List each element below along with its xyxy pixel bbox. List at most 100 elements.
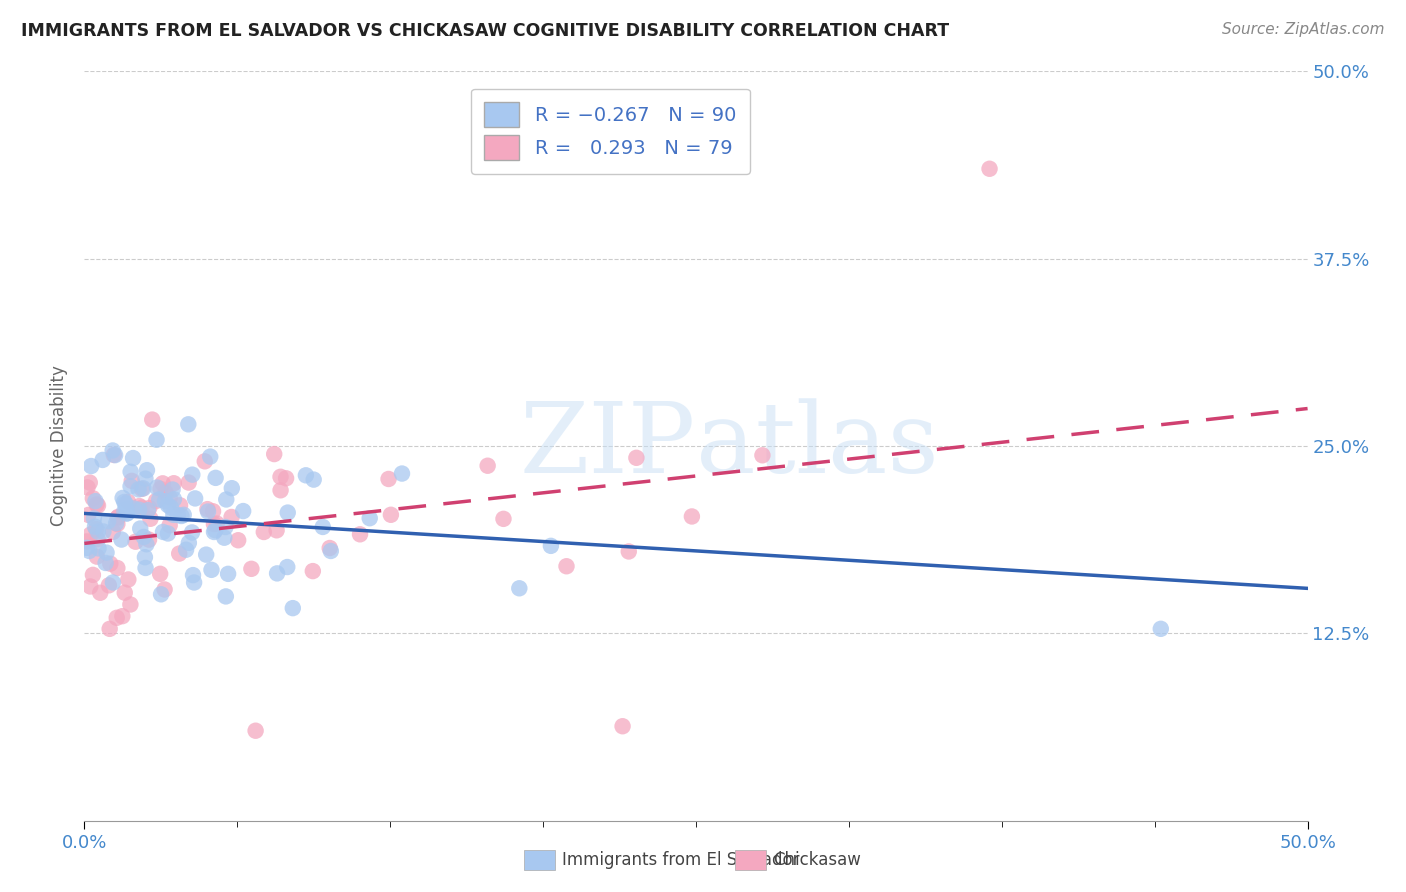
Point bbox=[101, 443, 124, 458]
Point bbox=[131, 500, 153, 515]
Point bbox=[76, 541, 98, 555]
Point bbox=[124, 534, 146, 549]
Point bbox=[391, 467, 413, 481]
Point bbox=[148, 492, 170, 507]
Text: ZIP: ZIP bbox=[520, 398, 696, 494]
Point bbox=[98, 557, 121, 571]
Point bbox=[163, 476, 186, 491]
Point bbox=[169, 498, 191, 512]
Point bbox=[159, 491, 181, 505]
Point bbox=[153, 494, 176, 508]
Point bbox=[270, 470, 292, 484]
Point bbox=[136, 503, 159, 517]
Point bbox=[145, 433, 167, 447]
Point bbox=[359, 511, 381, 525]
Point bbox=[295, 468, 318, 483]
Point bbox=[145, 494, 167, 508]
Point bbox=[77, 544, 100, 558]
Legend: R = −0.267   N = 90, R =   0.293   N = 79: R = −0.267 N = 90, R = 0.293 N = 79 bbox=[471, 88, 749, 174]
Point bbox=[380, 508, 402, 522]
Point bbox=[276, 560, 298, 574]
Point bbox=[94, 556, 117, 570]
Point bbox=[110, 533, 132, 547]
Point bbox=[302, 473, 325, 487]
Text: atlas: atlas bbox=[696, 398, 939, 494]
Point bbox=[217, 566, 239, 581]
Point bbox=[174, 542, 197, 557]
Point bbox=[626, 450, 648, 465]
Point bbox=[979, 161, 1001, 176]
Point bbox=[162, 508, 184, 522]
Point bbox=[263, 447, 285, 461]
Point bbox=[205, 516, 228, 531]
Point bbox=[612, 719, 634, 733]
Point bbox=[160, 500, 183, 515]
Point bbox=[134, 472, 156, 486]
Point bbox=[105, 516, 128, 531]
Text: Chickasaw: Chickasaw bbox=[773, 851, 860, 869]
Point bbox=[76, 534, 98, 549]
Point bbox=[181, 525, 204, 540]
Point bbox=[128, 502, 150, 516]
Point bbox=[1150, 622, 1173, 636]
Point bbox=[197, 504, 219, 518]
Point bbox=[120, 465, 142, 479]
Point bbox=[312, 520, 335, 534]
Point bbox=[617, 544, 640, 558]
Point bbox=[202, 524, 225, 539]
Point bbox=[195, 548, 218, 562]
Point bbox=[177, 475, 200, 490]
Point bbox=[122, 501, 145, 516]
Point bbox=[232, 504, 254, 518]
Point bbox=[112, 504, 135, 518]
Point bbox=[84, 494, 107, 508]
Point bbox=[76, 480, 98, 494]
Point bbox=[141, 412, 163, 426]
Point bbox=[114, 497, 136, 511]
Point bbox=[508, 582, 530, 596]
Point bbox=[240, 562, 263, 576]
Point bbox=[87, 499, 110, 513]
Point bbox=[98, 622, 121, 636]
Point bbox=[128, 499, 150, 513]
Point bbox=[194, 454, 217, 468]
Point bbox=[377, 472, 399, 486]
Point bbox=[117, 495, 139, 509]
Point bbox=[79, 579, 101, 593]
Point bbox=[156, 526, 179, 541]
Point bbox=[114, 585, 136, 599]
Point bbox=[540, 539, 562, 553]
Point bbox=[97, 578, 120, 592]
Point bbox=[150, 587, 173, 601]
Point bbox=[112, 495, 135, 509]
Point bbox=[181, 568, 204, 582]
Point bbox=[149, 482, 172, 496]
Point bbox=[477, 458, 499, 473]
Point bbox=[129, 522, 152, 536]
Point bbox=[162, 483, 184, 497]
Point bbox=[86, 549, 108, 564]
Text: Source: ZipAtlas.com: Source: ZipAtlas.com bbox=[1222, 22, 1385, 37]
Point bbox=[281, 601, 304, 615]
Point bbox=[96, 546, 118, 560]
Point bbox=[555, 559, 578, 574]
Point bbox=[167, 508, 190, 522]
Point bbox=[202, 517, 225, 532]
Point bbox=[149, 566, 172, 581]
Point bbox=[277, 506, 299, 520]
Point bbox=[170, 508, 193, 523]
Point bbox=[120, 598, 142, 612]
Point bbox=[122, 450, 145, 465]
Point bbox=[184, 491, 207, 506]
Point bbox=[87, 524, 110, 539]
Point bbox=[132, 530, 155, 544]
Point bbox=[266, 566, 288, 581]
Point bbox=[121, 474, 143, 488]
Point bbox=[128, 483, 150, 497]
Point bbox=[253, 524, 276, 539]
Point bbox=[103, 448, 125, 462]
Point bbox=[202, 504, 225, 518]
Point bbox=[177, 536, 200, 550]
Point bbox=[204, 471, 226, 485]
Text: Immigrants from El Salvador: Immigrants from El Salvador bbox=[562, 851, 800, 869]
